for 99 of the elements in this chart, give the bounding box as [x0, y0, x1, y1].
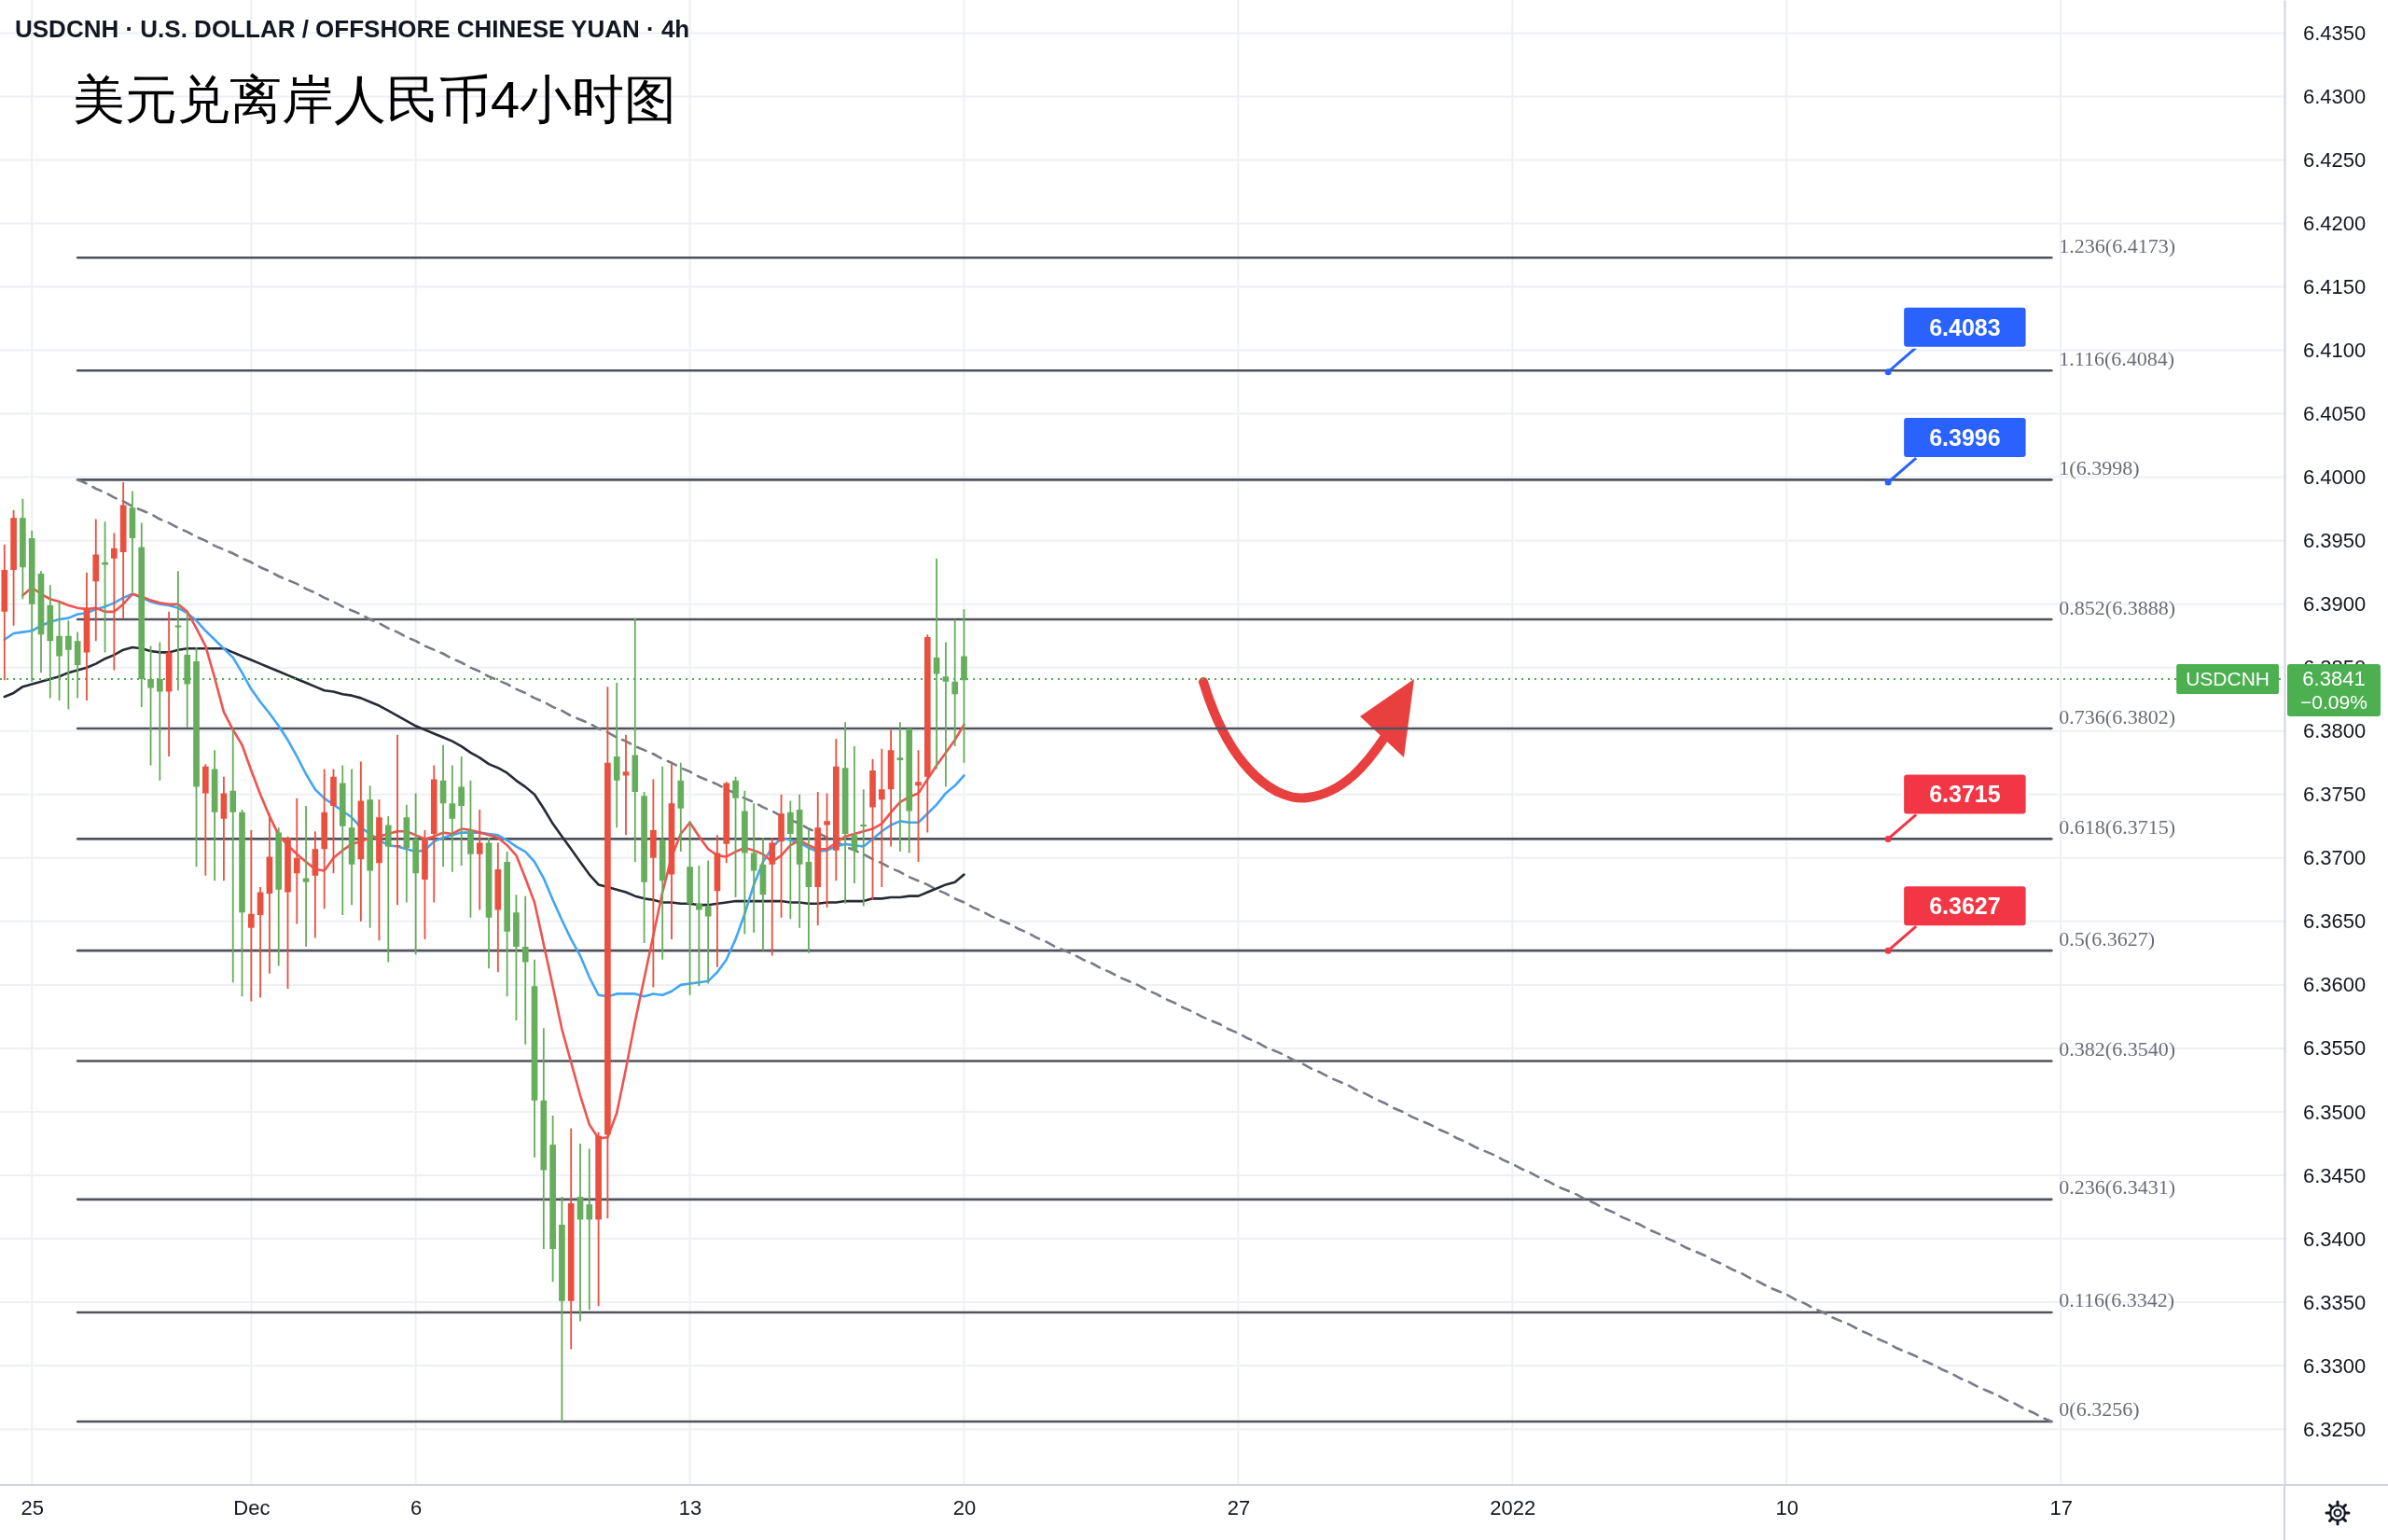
annotation: 6.4083: [1929, 313, 2001, 340]
candlestick: [650, 779, 657, 988]
candlestick: [449, 765, 456, 872]
candlestick: [540, 1028, 548, 1249]
y-tick-label: 6.4100: [2303, 339, 2367, 363]
candlestick: [942, 642, 950, 787]
candlestick: [157, 642, 163, 781]
candlestick: [384, 815, 392, 963]
y-tick-label: 6.3300: [2303, 1353, 2367, 1378]
y-tick-label: 6.4350: [2303, 21, 2367, 45]
series-label: 0.116(6.3342): [2059, 1288, 2175, 1312]
y-tick-label: 6.4200: [2303, 212, 2367, 236]
candlestick: [394, 734, 401, 906]
series-label: 1(6.3998): [2059, 455, 2140, 479]
candlestick: [247, 829, 255, 1002]
candlestick: [769, 838, 776, 956]
candlestick: [229, 729, 237, 983]
candlestick: [1, 544, 8, 681]
y-tick-label: 6.4300: [2303, 84, 2367, 108]
series-label: 0.382(6.3540): [2059, 1037, 2175, 1061]
candlestick: [92, 519, 100, 642]
y-tick-label: 6.3800: [2303, 719, 2367, 743]
x-tick-label: 6: [410, 1495, 423, 1519]
candlestick: [632, 617, 639, 862]
candlestick: [321, 769, 328, 909]
candlestick: [933, 558, 940, 770]
candlestick: [184, 613, 191, 728]
candlestick: [878, 748, 885, 888]
y-tick-label: 6.3900: [2303, 592, 2367, 617]
series-label: 0.852(6.3888): [2059, 595, 2175, 619]
series-label: 0(6.3256): [2059, 1397, 2140, 1422]
line-series: [3, 645, 965, 907]
text: 6.3841: [2302, 667, 2366, 691]
candlestick: [586, 1148, 593, 1311]
x-tick-label: 10: [1775, 1495, 1798, 1519]
candlestick: [704, 860, 712, 984]
candlestick: [302, 806, 310, 948]
candlestick: [458, 756, 465, 866]
candlestick: [613, 683, 620, 828]
candlestick: [174, 571, 182, 691]
x-tick-label: 2022: [1490, 1495, 1536, 1519]
annotation: 6.3996: [1929, 424, 2001, 451]
y-tick-label: 6.3400: [2303, 1227, 2367, 1251]
series-label: 1.236(6.4173): [2059, 233, 2175, 257]
x-tick-label: 17: [2049, 1495, 2073, 1519]
candlestick: [74, 631, 81, 699]
series-label: 1.116(6.4084): [2059, 346, 2175, 370]
candlestick: [430, 765, 437, 903]
series-label: 0.5(6.3627): [2059, 926, 2155, 950]
y-tick-label: 6.3950: [2303, 529, 2367, 553]
candlestick: [576, 1143, 584, 1322]
candlestick: [412, 793, 419, 955]
y-tick-label: 6.4000: [2303, 465, 2367, 490]
series-label: 0.736(6.3802): [2059, 704, 2175, 728]
candlestick: [293, 798, 300, 924]
y-tick-label: 6.3750: [2303, 783, 2367, 807]
candlestick: [750, 803, 757, 934]
y-tick-label: 6.3350: [2303, 1290, 2367, 1314]
x-tick-label: 13: [678, 1495, 702, 1519]
candlestick: [787, 800, 794, 920]
text: USDCNH · U.S. DOLLAR / OFFSHORE CHINESE YUAN · 4h: [15, 15, 690, 43]
candlestick: [622, 734, 630, 836]
y-tick-label: 6.3250: [2303, 1417, 2367, 1441]
y-tick-label: 6.4250: [2303, 147, 2367, 172]
candlestick: [111, 533, 118, 671]
series-label: 0.618(6.3715): [2059, 814, 2175, 839]
line-series: [76, 479, 2053, 1423]
x-tick-label: Dec: [233, 1495, 271, 1519]
candlestick: [851, 746, 858, 884]
candlestick: [742, 790, 748, 935]
x-tick-label: 27: [1227, 1495, 1251, 1519]
candlestick: [65, 620, 72, 710]
y-tick-label: 6.4150: [2303, 275, 2367, 299]
series-label: 0.236(6.3431): [2059, 1175, 2175, 1200]
y-tick-label: 6.3600: [2303, 973, 2367, 997]
x-tick-label: 25: [21, 1495, 44, 1519]
y-tick-label: 6.3450: [2303, 1163, 2367, 1187]
y-tick-label: 6.3500: [2303, 1100, 2367, 1124]
candlestick: [696, 865, 702, 987]
ref-line-label: USDCNH: [2186, 668, 2270, 690]
y-tick-label: 6.4050: [2303, 402, 2367, 426]
candlestick: [202, 764, 209, 876]
candlestick: [339, 765, 346, 916]
candlestick: [677, 762, 685, 853]
x-tick-label: 20: [952, 1495, 977, 1519]
text: −0.09%: [2300, 691, 2367, 714]
candlestick: [951, 619, 959, 747]
candlestick: [521, 895, 529, 1045]
y-tick-label: 6.3550: [2303, 1036, 2367, 1061]
annotation: 6.3715: [1929, 781, 2001, 808]
candlestick: [47, 585, 54, 699]
candlestick: [896, 722, 904, 853]
text: 美元兑离岸人民币4小时图: [73, 69, 677, 129]
annotation: 6.3627: [1929, 893, 2001, 920]
candlestick: [659, 766, 666, 960]
candlestick: [476, 810, 483, 910]
y-tick-label: 6.3650: [2303, 909, 2367, 934]
y-tick-label: 6.3700: [2303, 846, 2367, 870]
candlestick: [860, 789, 868, 907]
